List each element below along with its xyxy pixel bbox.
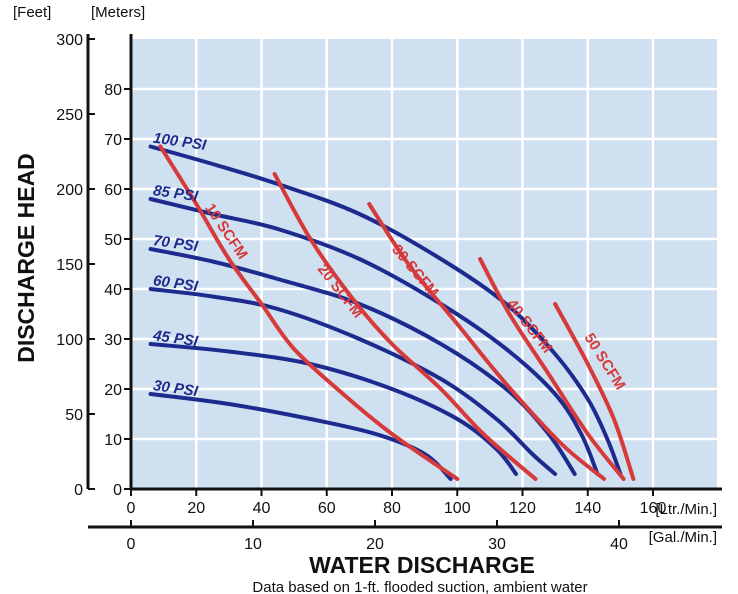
feet-tick-label: 50 — [65, 407, 83, 424]
lpm-tick-label: 80 — [383, 500, 401, 517]
meter-tick-label: 60 — [104, 182, 122, 199]
scfm-curve — [272, 172, 538, 481]
lpm-tick-label: 0 — [127, 500, 136, 517]
psi-label: 70 PSI — [152, 232, 200, 255]
psi-curve — [148, 144, 623, 476]
gpm-unit-label: [Gal./Min.] — [649, 529, 717, 546]
feet-unit-label: [Feet] — [13, 4, 51, 21]
psi-label: 30 PSI — [152, 377, 200, 400]
scfm-series-group — [158, 144, 636, 481]
meter-tick-label: 20 — [104, 382, 122, 399]
feet-ticks: 0 50 100 150 200 250 300 — [56, 32, 95, 499]
gpm-tick-label: 30 — [488, 536, 506, 553]
meters-unit-label: [Meters] — [91, 4, 145, 21]
gpm-ticks: 0 10 20 30 40 — [127, 520, 628, 553]
meter-tick-label: 50 — [104, 232, 122, 249]
meter-tick-label: 40 — [104, 282, 122, 299]
data-note: Data based on 1-ft. flooded suction, amb… — [252, 579, 587, 594]
feet-tick-label: 300 — [56, 32, 83, 49]
lpm-unit-label: [Ltr./Min.] — [655, 501, 717, 518]
meter-tick-label: 0 — [113, 482, 122, 499]
x-axis-title: WATER DISCHARGE — [309, 552, 535, 578]
lpm-ticks: 0 20 40 60 80 100 120 140 160 — [127, 489, 667, 517]
meter-tick-label: 80 — [104, 82, 122, 99]
psi-curve — [148, 342, 518, 476]
feet-tick-label: 250 — [56, 107, 83, 124]
lpm-tick-label: 20 — [187, 500, 205, 517]
feet-tick-label: 200 — [56, 182, 83, 199]
scfm-curve — [553, 302, 636, 481]
lpm-tick-label: 100 — [444, 500, 471, 517]
gpm-tick-label: 10 — [244, 536, 262, 553]
lpm-tick-label: 60 — [318, 500, 336, 517]
scfm-curve — [367, 202, 607, 481]
y-axis-title: DISCHARGE HEAD — [13, 153, 39, 363]
gpm-tick-label: 20 — [366, 536, 384, 553]
feet-tick-label: 150 — [56, 257, 83, 274]
feet-tick-label: 100 — [56, 332, 83, 349]
scfm-curve — [158, 144, 460, 481]
psi-curve — [148, 287, 558, 476]
lpm-tick-label: 120 — [509, 500, 536, 517]
psi-label: 60 PSI — [152, 272, 200, 295]
lpm-tick-label: 140 — [574, 500, 601, 517]
feet-tick-label: 0 — [74, 482, 83, 499]
lpm-tick-label: 40 — [253, 500, 271, 517]
psi-curve — [148, 392, 453, 481]
meter-ticks: 0 10 20 30 40 50 60 70 80 — [104, 82, 131, 499]
psi-label: 45 PSI — [151, 327, 200, 350]
gpm-tick-label: 40 — [610, 536, 628, 553]
lpm-tick-label: 160 — [640, 500, 667, 517]
meter-tick-label: 10 — [104, 432, 122, 449]
meter-tick-label: 70 — [104, 132, 122, 149]
psi-label: 85 PSI — [152, 182, 200, 205]
meter-tick-label: 30 — [104, 332, 122, 349]
scfm-curve — [478, 257, 626, 481]
gpm-tick-label: 0 — [127, 536, 136, 553]
